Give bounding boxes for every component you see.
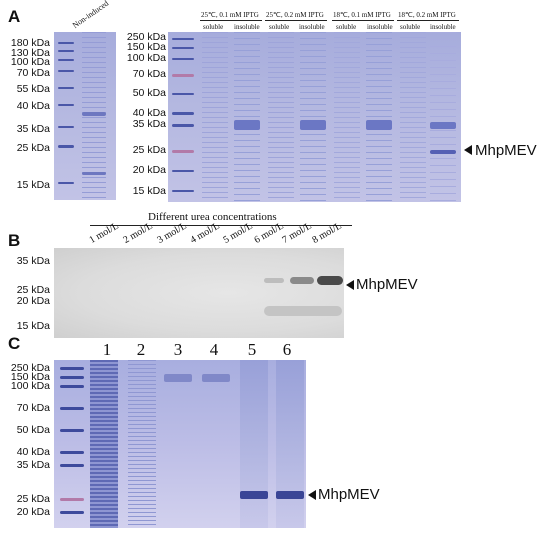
condition-label: 18℃, 0.1 mM IPTG bbox=[333, 11, 391, 19]
insoluble-label: insoluble bbox=[367, 23, 393, 31]
sample-lane bbox=[300, 32, 326, 202]
sample-lane bbox=[240, 360, 268, 528]
ladder-label: 20 kDa bbox=[132, 164, 166, 176]
mhpmev-label: MhpMEV bbox=[356, 276, 418, 293]
mhpmev-label: MhpMEV bbox=[475, 142, 537, 159]
condition-label: 25℃, 0.1 mM IPTG bbox=[201, 11, 259, 19]
panel-a-letter: A bbox=[8, 7, 21, 26]
ladder-label: 20 kDa bbox=[16, 295, 50, 307]
ladder-label: 40 kDa bbox=[16, 446, 50, 458]
soluble-label: soluble bbox=[269, 23, 290, 31]
ladder-label: 40 kDa bbox=[132, 107, 166, 119]
sample-lane bbox=[334, 32, 360, 202]
arrow-pointer-icon bbox=[346, 280, 354, 290]
ladder-label: 25 kDa bbox=[16, 493, 50, 505]
soluble-label: soluble bbox=[336, 23, 357, 31]
gel-a-right bbox=[168, 32, 461, 202]
sample-lane bbox=[82, 32, 106, 200]
lane-number: 4 bbox=[209, 340, 219, 359]
ladder-label: 70 kDa bbox=[16, 402, 50, 414]
blot-band bbox=[290, 277, 314, 284]
ladder-label: 20 kDa bbox=[16, 506, 50, 518]
condition-underline bbox=[332, 20, 394, 21]
sample-lane bbox=[164, 360, 192, 528]
lane-number: 2 bbox=[136, 340, 146, 359]
ladder-label: 150 kDa bbox=[10, 371, 50, 383]
gel-c bbox=[54, 360, 306, 528]
sample-lane bbox=[400, 32, 426, 202]
lane-number: 5 bbox=[247, 340, 257, 359]
sample-lane bbox=[234, 32, 260, 202]
panel-c-letter: C bbox=[8, 334, 21, 353]
lane-number: 3 bbox=[173, 340, 183, 359]
sample-lane bbox=[202, 360, 230, 528]
ladder-label: 35 kDa bbox=[16, 255, 50, 267]
non-induced-label: Non-induced bbox=[70, 0, 111, 30]
ladder-label: 250 kDa bbox=[126, 31, 166, 43]
ladder-label: 15 kDa bbox=[132, 185, 166, 197]
urea-title: Different urea concentrations bbox=[148, 211, 277, 223]
ladder-lane bbox=[58, 32, 74, 200]
ladder-label: 70 kDa bbox=[16, 67, 50, 79]
blot-band bbox=[264, 278, 284, 283]
ladder-label: 50 kDa bbox=[16, 424, 50, 436]
western-blot bbox=[54, 248, 344, 338]
insoluble-label: insoluble bbox=[430, 23, 456, 31]
soluble-label: soluble bbox=[400, 23, 421, 31]
condition-label: 25℃, 0.2 mM IPTG bbox=[266, 11, 324, 19]
ladder-label: 40 kDa bbox=[16, 100, 50, 112]
sample-lane bbox=[90, 360, 118, 528]
urea-underline bbox=[90, 225, 352, 226]
insoluble-label: insoluble bbox=[299, 23, 325, 31]
condition-underline bbox=[200, 20, 262, 21]
ladder-label: 100 kDa bbox=[10, 56, 50, 68]
condition-underline bbox=[265, 20, 327, 21]
ladder-label: 25 kDa bbox=[16, 142, 50, 154]
ladder-lane bbox=[172, 32, 194, 202]
ladder-label: 25 kDa bbox=[132, 144, 166, 156]
ladder-label: 100 kDa bbox=[10, 380, 50, 392]
lane-number: 1 bbox=[102, 340, 112, 359]
lane-number: 6 bbox=[282, 340, 292, 359]
blot-band bbox=[317, 276, 343, 285]
ladder-label: 130 kDa bbox=[10, 47, 50, 59]
sample-lane bbox=[202, 32, 228, 202]
ladder-label: 70 kDa bbox=[132, 68, 166, 80]
condition-label: 18℃, 0.2 mM IPTG bbox=[398, 11, 456, 19]
arrow-pointer-icon bbox=[464, 145, 472, 155]
arrow-pointer-icon bbox=[308, 490, 316, 500]
insoluble-label: insoluble bbox=[234, 23, 260, 31]
mhpmev-label: MhpMEV bbox=[318, 486, 380, 503]
panel-b-letter: B bbox=[8, 231, 21, 250]
sample-lane bbox=[430, 32, 456, 202]
ladder-label: 150 kDa bbox=[126, 41, 166, 53]
sample-lane bbox=[276, 360, 304, 528]
gel-a-left bbox=[54, 32, 116, 200]
sample-lane bbox=[128, 360, 156, 528]
ladder-label: 35 kDa bbox=[16, 459, 50, 471]
ladder-label: 25 kDa bbox=[16, 284, 50, 296]
condition-underline bbox=[397, 20, 459, 21]
ladder-label: 15 kDa bbox=[16, 179, 50, 191]
ladder-label: 250 kDa bbox=[10, 362, 50, 374]
sample-lane bbox=[268, 32, 294, 202]
sample-lane bbox=[366, 32, 392, 202]
ladder-label: 15 kDa bbox=[16, 320, 50, 332]
blot-smear bbox=[264, 306, 342, 316]
soluble-label: soluble bbox=[203, 23, 224, 31]
ladder-label: 55 kDa bbox=[16, 83, 50, 95]
ladder-label: 180 kDa bbox=[10, 37, 50, 49]
ladder-label: 35 kDa bbox=[132, 118, 166, 130]
ladder-lane bbox=[60, 360, 84, 528]
ladder-label: 35 kDa bbox=[16, 123, 50, 135]
ladder-label: 50 kDa bbox=[132, 87, 166, 99]
ladder-label: 100 kDa bbox=[126, 52, 166, 64]
